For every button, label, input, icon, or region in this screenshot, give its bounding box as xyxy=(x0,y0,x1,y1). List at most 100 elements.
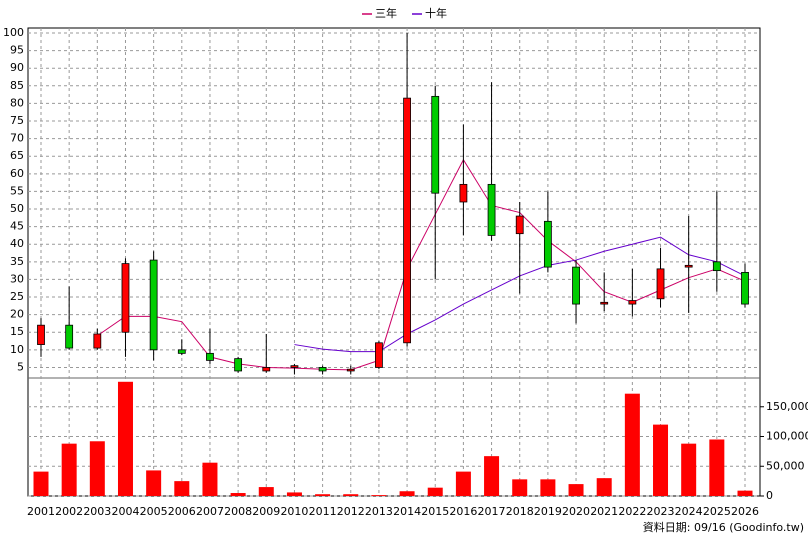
volume-bar xyxy=(455,471,471,496)
y-tick-label: 70 xyxy=(10,132,24,145)
volume-bar xyxy=(484,456,500,496)
x-tick-label: 2004 xyxy=(111,505,139,518)
y-tick-label: 55 xyxy=(10,184,24,197)
legend-label: 十年 xyxy=(425,6,447,20)
candle-body xyxy=(684,264,693,268)
volume-bar xyxy=(230,493,246,496)
candle-body xyxy=(375,342,383,368)
y-tick-label: 80 xyxy=(10,96,24,109)
x-tick-label: 2024 xyxy=(675,505,703,518)
candle-body xyxy=(149,259,158,351)
volume-bar xyxy=(596,478,612,496)
y-tick-label: 5 xyxy=(17,360,24,373)
candle-body xyxy=(37,324,45,345)
volume-bar xyxy=(624,393,640,496)
volume-bar xyxy=(681,443,697,496)
x-tick-label: 2013 xyxy=(365,505,393,518)
x-tick-label: 2011 xyxy=(309,505,337,518)
ma-line xyxy=(97,158,746,371)
x-tick-label: 2017 xyxy=(478,505,506,518)
x-tick-label: 2020 xyxy=(562,505,590,518)
candle-body xyxy=(234,358,243,372)
x-tick-label: 2006 xyxy=(168,505,196,518)
y-tick-label: 45 xyxy=(10,220,24,233)
candle-body xyxy=(431,95,440,194)
volume-bar xyxy=(202,462,218,496)
x-tick-label: 2014 xyxy=(393,505,421,518)
volume-bar xyxy=(512,479,528,496)
y-tick-label: 100 xyxy=(3,26,24,39)
x-tick-label: 2021 xyxy=(590,505,618,518)
candle-body xyxy=(177,349,186,354)
x-tick-label: 2010 xyxy=(280,505,308,518)
y2-tick-label: 150,000 xyxy=(766,400,808,413)
candle-body xyxy=(572,266,580,305)
x-tick-label: 2023 xyxy=(647,505,675,518)
y2-tick-label: 100,000 xyxy=(766,430,808,443)
x-tick-label: 2001 xyxy=(27,505,55,518)
volume-bar xyxy=(61,443,77,496)
candle-body xyxy=(600,301,609,305)
y-tick-label: 10 xyxy=(10,343,24,356)
legend-label: 三年 xyxy=(375,6,397,20)
volume-bar xyxy=(33,471,49,496)
candle-body xyxy=(206,352,214,361)
y-tick-label: 50 xyxy=(10,202,24,215)
candle-body xyxy=(346,368,355,372)
volume-bar xyxy=(737,490,753,496)
y-tick-label: 20 xyxy=(10,308,24,321)
y-tick-label: 40 xyxy=(10,237,24,250)
volume-bar xyxy=(117,381,133,496)
y2-tick-label: 0 xyxy=(766,489,773,502)
candle-body xyxy=(403,97,411,344)
candle-body xyxy=(459,183,468,203)
candle-body xyxy=(487,183,496,236)
volume-bar xyxy=(89,441,105,496)
x-tick-label: 2008 xyxy=(224,505,252,518)
x-tick-label: 2002 xyxy=(55,505,83,518)
volume-bar xyxy=(371,495,387,496)
volume-bar xyxy=(343,494,359,496)
volume-bar xyxy=(653,424,669,496)
y-tick-label: 85 xyxy=(10,79,24,92)
candle-body xyxy=(741,271,749,305)
x-tick-label: 2019 xyxy=(534,505,562,518)
y-tick-label: 35 xyxy=(10,255,24,268)
x-tick-label: 2012 xyxy=(337,505,365,518)
x-tick-label: 2026 xyxy=(731,505,759,518)
x-tick-label: 2022 xyxy=(618,505,646,518)
y-tick-label: 75 xyxy=(10,114,24,127)
volume-bar xyxy=(146,470,162,496)
candle-body xyxy=(65,324,74,349)
y-tick-label: 25 xyxy=(10,290,24,303)
x-tick-label: 2015 xyxy=(421,505,449,518)
volume-bar xyxy=(709,439,725,496)
candle-body xyxy=(515,215,524,235)
source-note: 資料日期: 09/16 (Goodinfo.tw) xyxy=(643,520,804,534)
candle-body xyxy=(656,268,665,300)
candle-body xyxy=(93,333,102,349)
candle-body xyxy=(262,367,271,372)
y-tick-label: 30 xyxy=(10,272,24,285)
candle-body xyxy=(628,300,637,305)
volume-bar xyxy=(540,479,556,496)
volume-bar xyxy=(174,481,190,496)
x-tick-label: 2018 xyxy=(506,505,534,518)
candle-body xyxy=(318,367,327,372)
candle-body xyxy=(712,261,721,272)
volume-bar xyxy=(568,484,584,496)
x-tick-label: 2016 xyxy=(449,505,477,518)
volume-bar xyxy=(286,492,302,496)
y-tick-label: 65 xyxy=(10,149,24,162)
candle-body xyxy=(290,365,299,368)
volume-bar xyxy=(315,494,331,496)
x-tick-label: 2007 xyxy=(196,505,224,518)
volume-bar xyxy=(399,491,415,496)
candle-body xyxy=(543,220,552,268)
y-tick-label: 95 xyxy=(10,44,24,57)
candle-body xyxy=(121,263,130,333)
y-tick-label: 15 xyxy=(10,325,24,338)
x-tick-label: 2025 xyxy=(703,505,731,518)
x-tick-label: 2003 xyxy=(83,505,111,518)
